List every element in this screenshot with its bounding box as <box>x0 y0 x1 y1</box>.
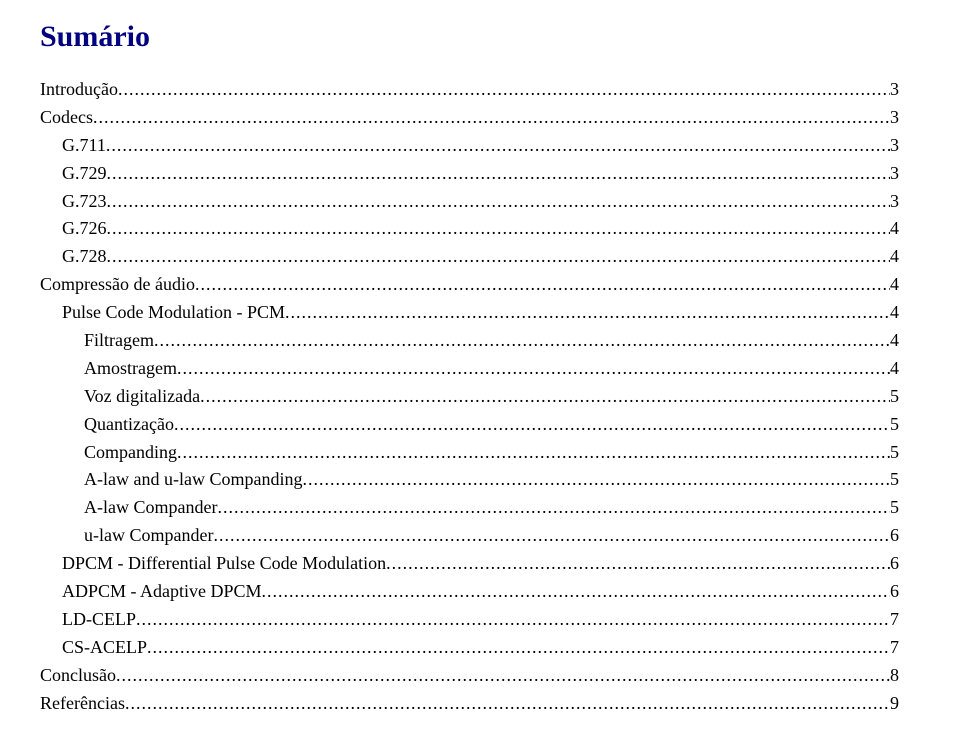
toc-dot-leader <box>118 76 890 104</box>
toc-entry-page: 6 <box>890 522 899 550</box>
toc-entry: Voz digitalizada 5 <box>40 383 899 411</box>
toc-dot-leader <box>136 606 890 634</box>
toc-entry-label: Codecs <box>40 104 93 132</box>
toc-entry-page: 3 <box>890 132 899 160</box>
toc-entry-label: Pulse Code Modulation - PCM <box>62 299 285 327</box>
toc-entry: Codecs 3 <box>40 104 899 132</box>
toc-entry: Conclusão 8 <box>40 662 899 690</box>
toc-entry-page: 4 <box>890 355 899 383</box>
toc-entry: A-law and u-law Companding 5 <box>40 466 899 494</box>
toc-dot-leader <box>147 634 890 662</box>
toc-dot-leader <box>285 299 890 327</box>
toc-entry-label: Conclusão <box>40 662 116 690</box>
toc-dot-leader <box>125 690 890 718</box>
toc-entry: Referências 9 <box>40 690 899 718</box>
toc-dot-leader <box>213 522 890 550</box>
toc-entry-page: 3 <box>890 104 899 132</box>
toc-dot-leader <box>177 355 890 383</box>
toc-entry-page: 9 <box>890 690 899 718</box>
toc-entry-label: Companding <box>84 439 177 467</box>
toc-entry-page: 5 <box>890 494 899 522</box>
toc-entry: G.723 3 <box>40 188 899 216</box>
toc-entry: LD-CELP 7 <box>40 606 899 634</box>
document-page: Sumário Introdução3Codecs3G.7113G.7293G.… <box>0 0 959 737</box>
toc-dot-leader <box>107 243 891 271</box>
toc-dot-leader <box>107 188 891 216</box>
toc-entry-page: 4 <box>890 327 899 355</box>
toc-entry: Compressão de áudio 4 <box>40 271 899 299</box>
toc-entry-page: 4 <box>890 243 899 271</box>
toc-dot-leader <box>107 160 891 188</box>
toc-dot-leader <box>177 439 890 467</box>
toc-entry: G.729 3 <box>40 160 899 188</box>
toc-entry: Companding 5 <box>40 439 899 467</box>
toc-entry-label: LD-CELP <box>62 606 136 634</box>
toc-entry-label: CS-ACELP <box>62 634 147 662</box>
toc-entry: u-law Compander 6 <box>40 522 899 550</box>
toc-entry-label: Voz digitalizada <box>84 383 200 411</box>
toc-entry: G.728 4 <box>40 243 899 271</box>
toc-entry-label: ADPCM - Adaptive DPCM <box>62 578 262 606</box>
toc-entry-page: 3 <box>890 160 899 188</box>
page-title: Sumário <box>40 20 899 54</box>
toc-entry: ADPCM - Adaptive DPCM 6 <box>40 578 899 606</box>
toc-entry-page: 5 <box>890 383 899 411</box>
toc-entry-label: Filtragem <box>84 327 154 355</box>
toc-entry: A-law Compander 5 <box>40 494 899 522</box>
toc-entry-page: 5 <box>890 466 899 494</box>
toc-entry-page: 4 <box>890 299 899 327</box>
toc-entry-label: G.711 <box>62 132 106 160</box>
toc-dot-leader <box>106 132 890 160</box>
toc-entry-label: A-law and u-law Companding <box>84 466 302 494</box>
toc-dot-leader <box>386 550 890 578</box>
toc-entry-page: 8 <box>890 662 899 690</box>
toc-dot-leader <box>195 271 890 299</box>
toc-entry: DPCM - Differential Pulse Code Modulatio… <box>40 550 899 578</box>
toc-entry-label: Introdução <box>40 76 118 104</box>
toc-entry: Quantização 5 <box>40 411 899 439</box>
toc-dot-leader <box>200 383 890 411</box>
toc-entry: G.711 3 <box>40 132 899 160</box>
toc-entry-page: 3 <box>890 188 899 216</box>
toc-entry-page: 5 <box>890 411 899 439</box>
toc-dot-leader <box>262 578 890 606</box>
toc-entry-page: 7 <box>890 606 899 634</box>
toc-entry-label: Compressão de áudio <box>40 271 195 299</box>
toc-entry-label: G.728 <box>62 243 107 271</box>
toc-entry-page: 6 <box>890 550 899 578</box>
toc-entry: Filtragem 4 <box>40 327 899 355</box>
table-of-contents: Introdução3Codecs3G.7113G.7293G.7233G.72… <box>40 76 899 717</box>
toc-dot-leader <box>217 494 890 522</box>
toc-dot-leader <box>116 662 890 690</box>
toc-dot-leader <box>174 411 890 439</box>
toc-entry: Introdução 3 <box>40 76 899 104</box>
toc-entry-label: A-law Compander <box>84 494 217 522</box>
toc-entry: G.726 4 <box>40 215 899 243</box>
toc-entry-page: 4 <box>890 215 899 243</box>
toc-entry-page: 3 <box>890 76 899 104</box>
toc-entry: CS-ACELP 7 <box>40 634 899 662</box>
toc-entry: Amostragem 4 <box>40 355 899 383</box>
toc-entry-label: G.726 <box>62 215 107 243</box>
toc-dot-leader <box>93 104 890 132</box>
toc-entry-label: DPCM - Differential Pulse Code Modulatio… <box>62 550 386 578</box>
toc-entry-page: 5 <box>890 439 899 467</box>
toc-entry-label: G.729 <box>62 160 107 188</box>
toc-entry: Pulse Code Modulation - PCM 4 <box>40 299 899 327</box>
toc-entry-label: Referências <box>40 690 125 718</box>
toc-dot-leader <box>154 327 890 355</box>
toc-entry-label: Amostragem <box>84 355 177 383</box>
toc-dot-leader <box>302 466 890 494</box>
toc-entry-label: G.723 <box>62 188 107 216</box>
toc-entry-page: 6 <box>890 578 899 606</box>
toc-entry-page: 4 <box>890 271 899 299</box>
toc-dot-leader <box>107 215 891 243</box>
toc-entry-label: Quantização <box>84 411 174 439</box>
toc-entry-label: u-law Compander <box>84 522 213 550</box>
toc-entry-page: 7 <box>890 634 899 662</box>
